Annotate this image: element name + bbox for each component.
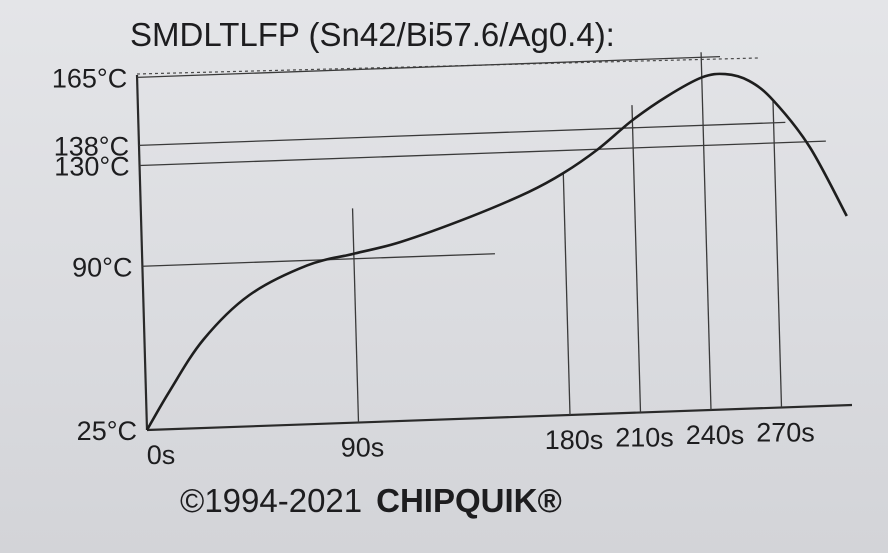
y-tick-label: 138°C xyxy=(54,131,129,161)
chart-title: SMDLTLFP (Sn42/Bi57.6/Ag0.4): xyxy=(130,16,615,53)
x-axis-line xyxy=(146,403,853,432)
x-tick-label: 240s xyxy=(686,420,745,450)
peak-dotted-line xyxy=(136,57,759,75)
temperature-curve-line xyxy=(145,72,848,431)
h-line-130c xyxy=(139,140,826,167)
x-tick-label: 210s xyxy=(615,422,674,452)
brand-text: CHIPQUIK® xyxy=(376,482,562,519)
profile-curve xyxy=(145,72,848,431)
v-line-90s xyxy=(351,208,360,423)
x-tick-labels: 0s 90s 180s 210s 240s 270s xyxy=(147,417,815,470)
v-line-240s xyxy=(700,52,712,410)
x-tick-label: 0s xyxy=(147,440,176,470)
y-tick-label: 165°C xyxy=(52,63,127,93)
h-line-90c xyxy=(142,253,495,267)
x-tick-label: 180s xyxy=(545,425,604,455)
reference-lines xyxy=(137,52,826,423)
y-tick-label: 90°C xyxy=(72,252,132,282)
y-axis-line xyxy=(135,74,149,431)
footer: ©1994-2021 CHIPQUIK® xyxy=(180,482,562,519)
h-line-138c xyxy=(139,121,786,147)
v-line-210s xyxy=(631,105,642,413)
y-tick-label: 25°C xyxy=(77,416,137,446)
y-tick-label: 130°C xyxy=(54,152,129,182)
x-tick-label: 270s xyxy=(756,417,815,447)
v-line-180s xyxy=(562,173,571,415)
copyright-text: ©1994-2021 xyxy=(180,482,362,519)
x-tick-label: 90s xyxy=(341,432,385,462)
plot-frame xyxy=(135,57,853,432)
h-line-165c xyxy=(137,55,721,78)
v-line-270s xyxy=(772,100,783,408)
